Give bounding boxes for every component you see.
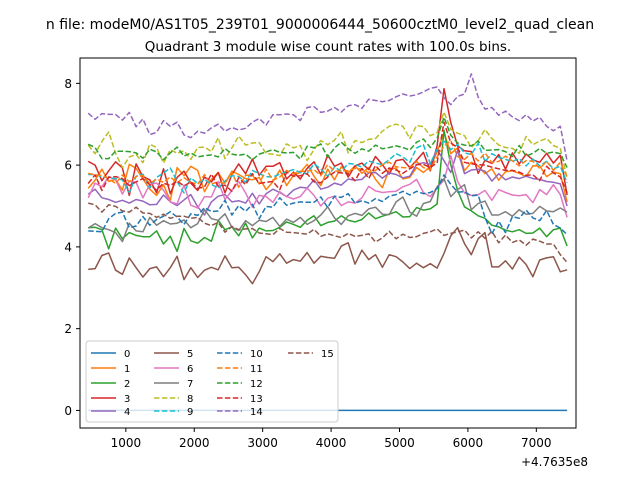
y-tick-label: 8	[64, 77, 72, 91]
legend-label-4: 4	[124, 407, 130, 418]
x-tick-label: 7000	[521, 436, 552, 450]
legend-label-5: 5	[187, 349, 193, 360]
x-tick-label: 5000	[384, 436, 415, 450]
series-line-4	[87, 148, 568, 216]
legend-label-3: 3	[124, 394, 130, 405]
series-line-6	[87, 154, 568, 218]
legend-label-11: 11	[250, 364, 263, 375]
series-line-2	[88, 129, 568, 253]
x-tick-label: 4000	[316, 436, 347, 450]
legend-label-8: 8	[187, 394, 193, 405]
legend-label-6: 6	[187, 364, 193, 375]
series-line-14	[87, 73, 568, 162]
series-line-12	[87, 116, 568, 168]
series-line-9	[88, 139, 568, 194]
y-tick-label: 2	[64, 322, 72, 336]
legend-label-9: 9	[187, 407, 193, 418]
legend-label-15: 15	[321, 349, 334, 360]
y-tick-label: 6	[64, 159, 72, 173]
series-line-8	[87, 111, 568, 179]
legend-label-10: 10	[250, 349, 263, 360]
chart-title: Quadrant 3 module wise count rates with …	[145, 39, 511, 55]
y-axis: 0 2 4 6 8	[64, 77, 80, 418]
series-line-11	[88, 139, 568, 188]
legend-box	[85, 340, 339, 423]
series-lines	[87, 73, 568, 412]
series-line-15	[88, 202, 568, 263]
x-tick-label: 3000	[247, 436, 278, 450]
series-line-3	[87, 87, 568, 197]
figure-suptitle: n file: modeM0/AS1T05_239T01_9000006444_…	[46, 17, 594, 33]
legend-label-13: 13	[250, 394, 263, 405]
legend-label-12: 12	[250, 379, 263, 390]
series-line-7	[87, 177, 568, 243]
legend-label-0: 0	[124, 349, 130, 360]
series-line-1	[87, 131, 568, 203]
legend-label-2: 2	[124, 379, 130, 390]
axes-frame	[79, 57, 577, 429]
series-line-5	[88, 226, 568, 285]
y-tick-label: 0	[64, 404, 72, 418]
x-axis: 1000 2000 3000 4000 5000 6000 7000	[111, 428, 552, 450]
legend-label-7: 7	[187, 379, 193, 390]
legend-label-1: 1	[124, 364, 130, 375]
series-line-13	[87, 121, 568, 194]
y-tick-label: 4	[64, 240, 72, 254]
legend-label-14: 14	[250, 407, 263, 418]
x-tick-label: 6000	[453, 436, 484, 450]
x-tick-label: 1000	[111, 436, 142, 450]
x-axis-offset-label: +4.7635e8	[521, 455, 588, 469]
x-tick-label: 2000	[179, 436, 210, 450]
series-line-10	[88, 174, 568, 236]
